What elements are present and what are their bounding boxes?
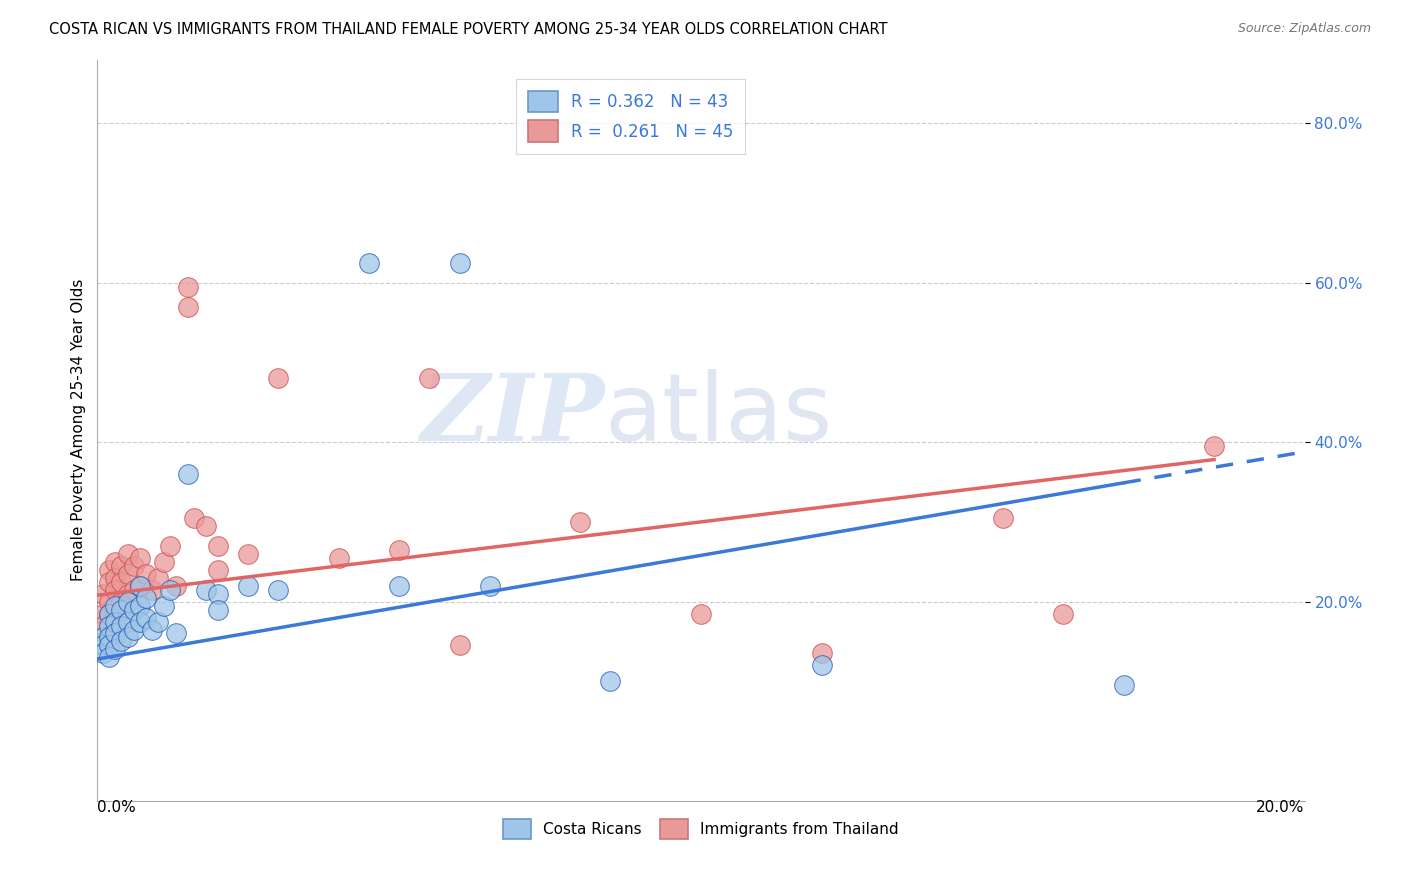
Point [159, 582, 181, 597]
Point [569, 515, 592, 529]
Text: ZIP: ZIP [420, 370, 605, 460]
Point [117, 547, 139, 561]
Point [1112, 678, 1135, 692]
Point [152, 599, 174, 613]
Point [104, 582, 127, 597]
Point [195, 582, 218, 597]
Point [93, 618, 115, 632]
Point [177, 279, 200, 293]
Point [177, 300, 200, 314]
Point [117, 587, 139, 601]
Point [128, 550, 150, 565]
Point [117, 615, 139, 629]
Text: 0.0%: 0.0% [97, 800, 136, 815]
Point [388, 579, 411, 593]
Point [110, 594, 132, 608]
Point [98, 594, 121, 608]
Point [152, 555, 174, 569]
Point [104, 599, 127, 613]
Point [135, 591, 157, 605]
Point [478, 579, 501, 593]
Point [93, 607, 115, 621]
Text: Source: ZipAtlas.com: Source: ZipAtlas.com [1237, 22, 1371, 36]
Text: 20.0%: 20.0% [1257, 800, 1305, 815]
Point [357, 256, 380, 270]
Point [110, 634, 132, 648]
Point [122, 602, 145, 616]
Point [122, 582, 145, 597]
Point [141, 623, 163, 637]
Point [141, 582, 163, 597]
Point [122, 623, 145, 637]
Point [117, 566, 139, 581]
Point [117, 631, 139, 645]
Point [104, 626, 127, 640]
Point [93, 639, 115, 653]
Point [238, 547, 260, 561]
Point [110, 602, 132, 616]
Point [110, 558, 132, 573]
Text: atlas: atlas [605, 369, 832, 461]
Point [1204, 439, 1226, 453]
Point [159, 539, 181, 553]
Point [991, 511, 1014, 525]
Point [104, 555, 127, 569]
Point [690, 607, 713, 621]
Text: COSTA RICAN VS IMMIGRANTS FROM THAILAND FEMALE POVERTY AMONG 25-34 YEAR OLDS COR: COSTA RICAN VS IMMIGRANTS FROM THAILAND … [49, 22, 887, 37]
Point [98, 618, 121, 632]
Point [207, 587, 229, 601]
Point [110, 574, 132, 589]
Point [810, 658, 832, 673]
Point [207, 539, 229, 553]
Point [146, 571, 169, 585]
Point [449, 639, 471, 653]
Point [122, 558, 145, 573]
Point [388, 542, 411, 557]
Point [93, 587, 115, 601]
Point [98, 574, 121, 589]
Point [165, 626, 187, 640]
Point [267, 582, 290, 597]
Point [110, 618, 132, 632]
Point [183, 511, 205, 525]
Point [207, 563, 229, 577]
Point [810, 647, 832, 661]
Point [98, 563, 121, 577]
Point [128, 579, 150, 593]
Point [98, 631, 121, 645]
Point [104, 642, 127, 657]
Point [104, 615, 127, 629]
Point [98, 607, 121, 621]
Point [146, 615, 169, 629]
Point [98, 639, 121, 653]
Point [207, 602, 229, 616]
Point [135, 566, 157, 581]
Point [104, 571, 127, 585]
Point [128, 599, 150, 613]
Point [104, 607, 127, 621]
Point [1052, 607, 1074, 621]
Point [165, 579, 187, 593]
Point [98, 607, 121, 621]
Point [117, 594, 139, 608]
Point [177, 467, 200, 481]
Point [418, 371, 440, 385]
Point [93, 647, 115, 661]
Point [449, 256, 471, 270]
Point [238, 579, 260, 593]
Point [328, 550, 350, 565]
Point [195, 519, 218, 533]
Point [599, 674, 621, 689]
Point [98, 650, 121, 665]
Point [135, 610, 157, 624]
Point [93, 631, 115, 645]
Point [267, 371, 290, 385]
Y-axis label: Female Poverty Among 25-34 Year Olds: Female Poverty Among 25-34 Year Olds [72, 279, 86, 582]
Point [128, 615, 150, 629]
Legend: Costa Ricans, Immigrants from Thailand: Costa Ricans, Immigrants from Thailand [498, 814, 904, 845]
Point [128, 579, 150, 593]
